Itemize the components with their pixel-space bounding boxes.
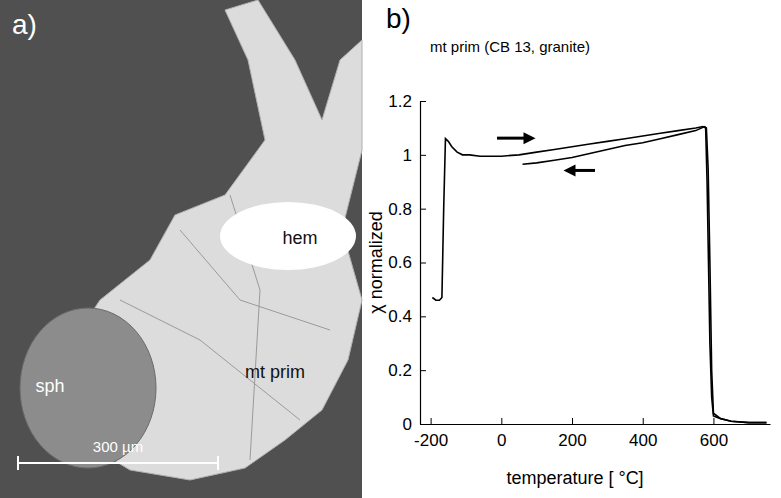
x-tick-mark xyxy=(643,418,644,424)
x-tick-label: 200 xyxy=(558,431,586,450)
heating-arrow xyxy=(497,137,528,140)
phase-label: hem xyxy=(282,228,317,248)
y-tick-label: 1 xyxy=(403,146,412,165)
x-tick-label: -200 xyxy=(414,431,448,450)
x-tick: -200 xyxy=(414,418,448,450)
x-tick-mark xyxy=(431,418,432,424)
x-tick-mark xyxy=(572,418,573,424)
micrograph-background xyxy=(0,0,362,498)
x-tick: 600 xyxy=(700,418,728,450)
y-tick-mark xyxy=(420,263,426,264)
y-tick-label: 0.8 xyxy=(388,200,412,219)
x-tick: 0 xyxy=(497,418,506,450)
y-tick: 0 xyxy=(403,415,426,434)
y-tick: 0.8 xyxy=(388,200,426,219)
y-tick: 1 xyxy=(403,146,426,165)
y-tick-label: 0.2 xyxy=(388,361,412,380)
y-tick: 0.6 xyxy=(388,253,426,272)
y-tick: 0.2 xyxy=(388,361,426,380)
plot-lines xyxy=(432,127,766,423)
y-tick-mark xyxy=(420,424,426,425)
y-tick-label: 1.2 xyxy=(388,92,412,111)
x-tick-label: 600 xyxy=(700,431,728,450)
x-axis-title: temperature [ °C] xyxy=(506,468,643,488)
x-tick-mark xyxy=(713,418,714,424)
chart-title: mt prim (CB 13, granite) xyxy=(430,38,590,55)
x-tick: 200 xyxy=(558,418,586,450)
curve xyxy=(432,127,766,423)
sphene-grain xyxy=(20,308,156,468)
panel-label: a) xyxy=(12,9,37,40)
cooling-arrow-head xyxy=(564,164,576,176)
heating-arrow-head xyxy=(524,132,536,144)
scale-bar xyxy=(18,456,218,470)
y-tick: 1.2 xyxy=(388,92,426,111)
hematite-grain xyxy=(220,202,356,270)
y-tick-mark xyxy=(420,155,426,156)
phase-label: sph xyxy=(35,376,64,396)
x-axis-line xyxy=(421,424,771,425)
scale-bar-label: 300 µm xyxy=(93,438,143,455)
y-axis-title: χ normalized xyxy=(366,211,386,314)
chart-panel: b)mt prim (CB 13, granite)-2000200400600… xyxy=(366,3,771,488)
x-tick: 400 xyxy=(629,418,657,450)
y-tick-mark xyxy=(420,370,426,371)
panel-label: b) xyxy=(386,3,411,34)
curve xyxy=(523,127,767,423)
y-axis: 0 0.2 0.4 0.6 0.8 1 1.2 xyxy=(388,92,426,434)
figure: a) hem sph mt prim 300 µm b) mt prim (CB 13, g… xyxy=(0,0,781,498)
y-tick-mark xyxy=(420,316,426,317)
y-tick-mark xyxy=(420,209,426,210)
micrograph-panel: a) hem sph mt prim 300 µm xyxy=(0,0,362,498)
y-tick-label: 0.6 xyxy=(388,253,412,272)
x-tick-label: 0 xyxy=(497,431,506,450)
x-axis: -200 0 200 400 600 xyxy=(414,418,770,450)
x-tick-label: 400 xyxy=(629,431,657,450)
y-tick-mark xyxy=(420,101,426,102)
y-tick-label: 0 xyxy=(403,415,412,434)
y-tick: 0.4 xyxy=(388,307,426,326)
x-tick-mark xyxy=(501,418,502,424)
y-tick-label: 0.4 xyxy=(388,307,412,326)
phase-label: mt prim xyxy=(245,362,305,382)
